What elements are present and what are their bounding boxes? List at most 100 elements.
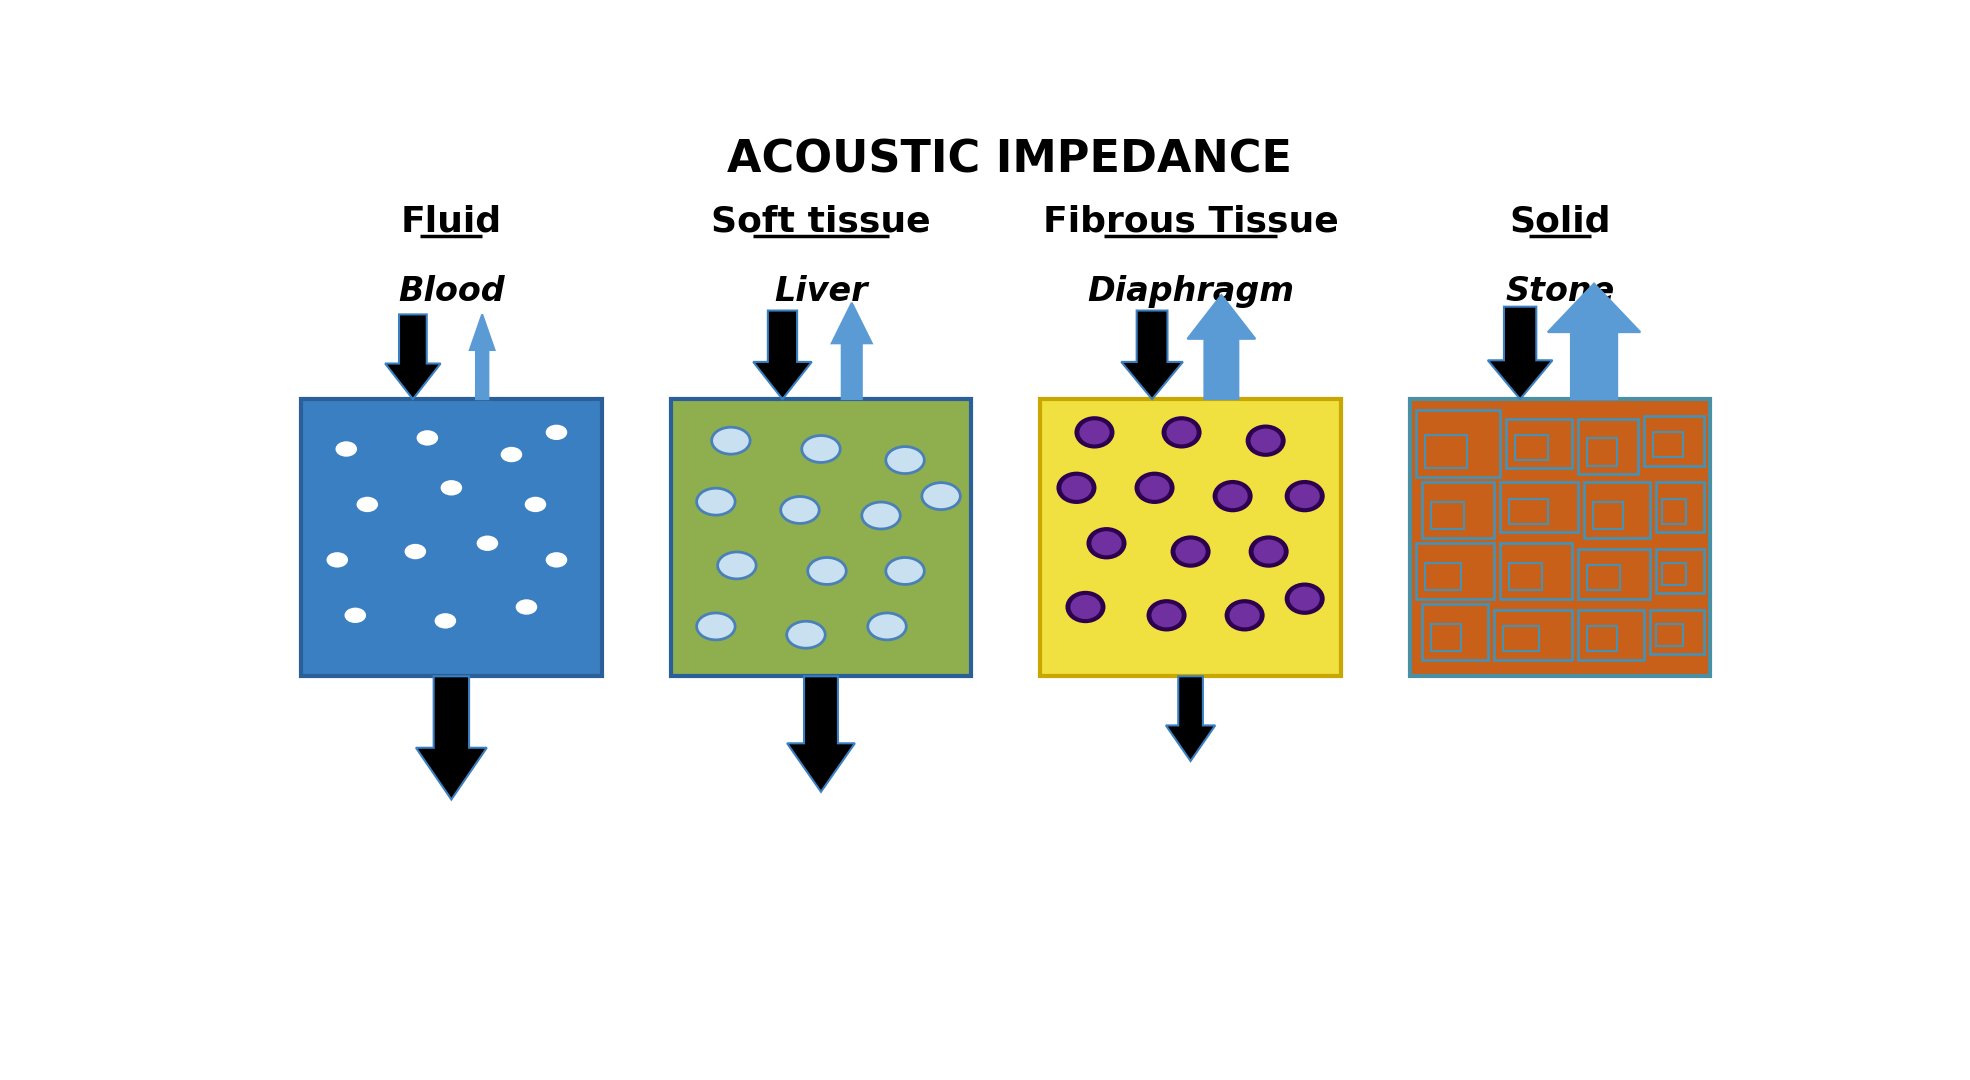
Ellipse shape [1284,582,1324,615]
Bar [1509,563,1543,591]
Bar [301,400,601,676]
FancyArrow shape [471,314,494,400]
Ellipse shape [1214,480,1253,512]
FancyArrow shape [416,676,487,799]
Bar [1584,483,1651,538]
Bar [1424,435,1468,469]
Ellipse shape [802,435,841,462]
Ellipse shape [1139,475,1170,501]
Bar [1424,563,1462,591]
Ellipse shape [357,497,378,512]
Ellipse shape [1249,428,1282,454]
Ellipse shape [546,424,567,440]
FancyArrow shape [831,302,873,400]
Bar [1663,563,1686,585]
Ellipse shape [1225,599,1265,632]
FancyArrow shape [1548,284,1641,400]
Ellipse shape [327,552,349,568]
Bar [1416,543,1493,598]
Ellipse shape [500,447,522,462]
Text: Fluid: Fluid [400,205,502,239]
Bar [1499,483,1578,532]
Bar [1657,483,1704,532]
Text: Soft tissue: Soft tissue [711,205,930,239]
Bar [1588,566,1619,591]
Bar [672,400,971,676]
Ellipse shape [886,557,924,584]
Ellipse shape [1288,585,1320,611]
Ellipse shape [1253,539,1284,565]
Ellipse shape [1166,419,1198,445]
Bar [1657,623,1682,646]
FancyArrow shape [1188,295,1255,400]
Bar [1509,499,1548,524]
Ellipse shape [1229,603,1261,629]
Bar [1422,483,1493,538]
Text: Solid: Solid [1509,205,1611,239]
Bar [1578,610,1645,660]
Bar [1411,400,1710,676]
Bar [1588,437,1617,465]
Bar [1578,419,1639,474]
Ellipse shape [1060,475,1093,501]
Ellipse shape [1089,530,1123,556]
Ellipse shape [1074,416,1115,448]
Ellipse shape [1066,591,1105,623]
Bar [1594,502,1623,529]
Ellipse shape [335,442,357,457]
Ellipse shape [477,536,498,551]
Ellipse shape [869,613,906,639]
Ellipse shape [1087,527,1127,559]
Ellipse shape [516,599,538,615]
Ellipse shape [416,430,437,446]
Ellipse shape [1135,472,1174,504]
Ellipse shape [861,502,900,529]
Bar [1578,549,1651,598]
Bar [1430,502,1464,529]
Ellipse shape [435,613,457,629]
Bar [1422,604,1487,660]
Ellipse shape [1056,472,1097,504]
Ellipse shape [1174,539,1208,565]
Ellipse shape [524,497,546,512]
FancyArrow shape [1487,307,1552,400]
Bar [1493,610,1572,660]
Text: ACOUSTIC IMPEDANCE: ACOUSTIC IMPEDANCE [727,139,1292,181]
Ellipse shape [1170,536,1212,568]
Bar [1588,626,1617,651]
Ellipse shape [546,552,567,568]
FancyArrow shape [788,676,855,792]
Ellipse shape [1147,599,1186,632]
FancyArrow shape [1121,311,1182,400]
Bar [1416,410,1499,476]
Text: Fibrous Tissue: Fibrous Tissue [1042,205,1338,239]
Ellipse shape [780,497,820,524]
Ellipse shape [404,544,426,559]
Text: Diaphragm: Diaphragm [1087,274,1294,308]
Ellipse shape [1249,536,1288,568]
Ellipse shape [922,483,959,510]
Bar [1040,400,1342,676]
Text: Liver: Liver [774,274,869,308]
Ellipse shape [786,621,825,648]
Bar [1653,432,1682,457]
Ellipse shape [1078,419,1111,445]
Text: Blood: Blood [398,274,504,308]
Text: Stone: Stone [1505,274,1615,308]
Bar [1515,435,1548,460]
Ellipse shape [717,552,756,579]
Bar [1645,416,1704,465]
Ellipse shape [1284,480,1324,512]
Bar [1499,543,1572,598]
Bar [1430,623,1462,651]
FancyArrow shape [386,314,441,400]
Bar [1507,419,1572,469]
Bar [1657,549,1704,593]
Bar [1503,626,1539,651]
Bar [1663,499,1686,524]
Ellipse shape [1245,424,1286,457]
Ellipse shape [345,608,366,623]
Ellipse shape [886,447,924,473]
Ellipse shape [441,481,463,496]
Ellipse shape [697,613,735,639]
